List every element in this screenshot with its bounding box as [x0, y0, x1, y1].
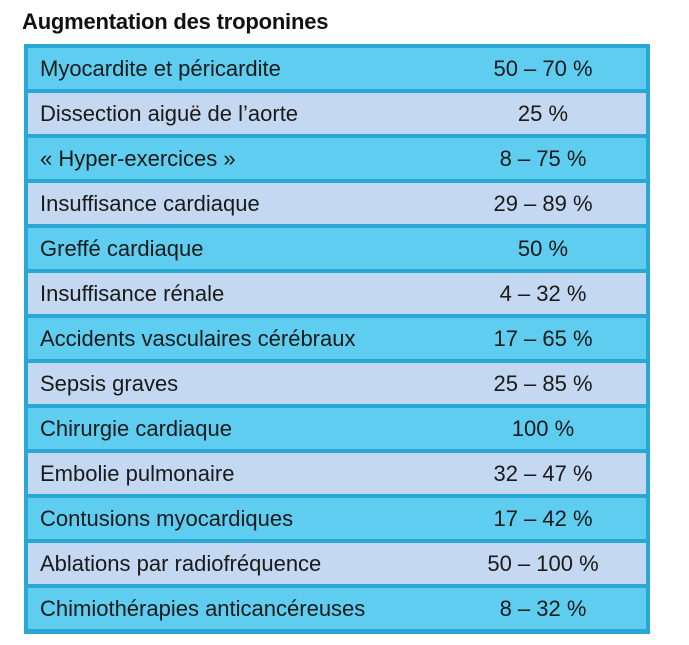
- condition-cell: Greffé cardiaque: [28, 228, 440, 269]
- percentage-cell: 29 – 89 %: [440, 183, 646, 224]
- table-row: Insuffisance cardiaque 29 – 89 %: [28, 183, 646, 224]
- percentage-cell: 25 – 85 %: [440, 363, 646, 404]
- condition-cell: Accidents vasculaires cérébraux: [28, 318, 440, 359]
- percentage-cell: 50 %: [440, 228, 646, 269]
- table-row: Chimiothérapies anticancéreuses 8 – 32 %: [28, 588, 646, 629]
- table-row: Sepsis graves 25 – 85 %: [28, 363, 646, 404]
- condition-cell: Dissection aiguë de l’aorte: [28, 93, 440, 134]
- table-row: Ablations par radiofréquence 50 – 100 %: [28, 543, 646, 584]
- condition-cell: Embolie pulmonaire: [28, 453, 440, 494]
- percentage-cell: 8 – 32 %: [440, 588, 646, 629]
- percentage-cell: 17 – 42 %: [440, 498, 646, 539]
- table-row: Chirurgie cardiaque 100 %: [28, 408, 646, 449]
- condition-cell: Chirurgie cardiaque: [28, 408, 440, 449]
- condition-cell: « Hyper-exercices »: [28, 138, 440, 179]
- percentage-cell: 50 – 100 %: [440, 543, 646, 584]
- table-row: « Hyper-exercices » 8 – 75 %: [28, 138, 646, 179]
- condition-cell: Contusions myocardiques: [28, 498, 440, 539]
- percentage-cell: 50 – 70 %: [440, 48, 646, 89]
- table-row: Dissection aiguë de l’aorte 25 %: [28, 93, 646, 134]
- condition-cell: Ablations par radiofréquence: [28, 543, 440, 584]
- condition-cell: Myocardite et péricardite: [28, 48, 440, 89]
- table-row: Contusions myocardiques 17 – 42 %: [28, 498, 646, 539]
- table-row: Myocardite et péricardite 50 – 70 %: [28, 48, 646, 89]
- percentage-cell: 4 – 32 %: [440, 273, 646, 314]
- troponin-table-grid: Myocardite et péricardite 50 – 70 % Diss…: [28, 44, 646, 633]
- table-row: Embolie pulmonaire 32 – 47 %: [28, 453, 646, 494]
- table-row: Insuffisance rénale 4 – 32 %: [28, 273, 646, 314]
- condition-cell: Insuffisance rénale: [28, 273, 440, 314]
- condition-cell: Insuffisance cardiaque: [28, 183, 440, 224]
- percentage-cell: 100 %: [440, 408, 646, 449]
- percentage-cell: 17 – 65 %: [440, 318, 646, 359]
- troponin-table: Myocardite et péricardite 50 – 70 % Diss…: [24, 44, 650, 634]
- table-title: Augmentation des troponines: [22, 9, 329, 34]
- condition-cell: Chimiothérapies anticancéreuses: [28, 588, 440, 629]
- condition-cell: Sepsis graves: [28, 363, 440, 404]
- table-row: Accidents vasculaires cérébraux 17 – 65 …: [28, 318, 646, 359]
- table-row: Greffé cardiaque 50 %: [28, 228, 646, 269]
- percentage-cell: 32 – 47 %: [440, 453, 646, 494]
- percentage-cell: 25 %: [440, 93, 646, 134]
- percentage-cell: 8 – 75 %: [440, 138, 646, 179]
